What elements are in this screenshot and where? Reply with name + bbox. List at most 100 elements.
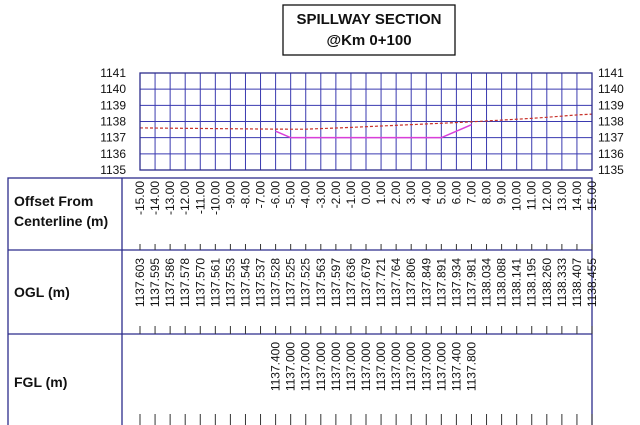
x-tick-label: -3.00 bbox=[314, 181, 328, 209]
y2-tick-label: 1139 bbox=[598, 98, 624, 112]
value-label: 1137.000 bbox=[404, 342, 418, 391]
y-tick-label: 1135 bbox=[100, 163, 126, 177]
value-label: 1138.034 bbox=[480, 258, 494, 307]
x-tick-label: 10.00 bbox=[510, 181, 524, 211]
value-label: 1137.000 bbox=[314, 342, 328, 391]
value-label: 1138.260 bbox=[540, 258, 554, 307]
value-label: 1137.000 bbox=[434, 342, 448, 391]
value-label: 1138.195 bbox=[525, 258, 539, 307]
value-label: 1137.595 bbox=[148, 258, 162, 307]
x-tick-label: 8.00 bbox=[480, 181, 494, 205]
row-label-text: Centerline (m) bbox=[14, 213, 108, 229]
x-tick-label: 12.00 bbox=[540, 181, 554, 211]
title-box bbox=[282, 4, 456, 56]
x-tick-label: 7.00 bbox=[464, 181, 478, 205]
row-label: FGL (m) bbox=[14, 374, 67, 390]
value-label: 1137.400 bbox=[269, 342, 283, 391]
row-label-text: Offset From bbox=[14, 193, 93, 209]
x-tick-label: 9.00 bbox=[495, 181, 509, 205]
x-tick-label: 13.00 bbox=[555, 181, 569, 211]
value-label: 1137.849 bbox=[419, 258, 433, 307]
x-tick-label: -14.00 bbox=[148, 181, 162, 215]
x-tick-label: -9.00 bbox=[223, 181, 237, 209]
x-tick-label: -15.00 bbox=[133, 181, 147, 215]
value-label: 1137.764 bbox=[389, 258, 403, 307]
value-label: 1137.000 bbox=[284, 342, 298, 391]
x-tick-label: -6.00 bbox=[269, 181, 283, 209]
x-tick-label: 1.00 bbox=[374, 181, 388, 205]
y2-tick-label: 1140 bbox=[598, 82, 624, 96]
value-label: 1137.525 bbox=[299, 258, 313, 307]
y2-tick-label: 1136 bbox=[598, 147, 624, 161]
y-tick-label: 1141 bbox=[100, 66, 126, 80]
chart-title: SPILLWAY SECTION bbox=[296, 11, 441, 28]
value-label: 1137.537 bbox=[254, 258, 268, 307]
x-tick-label: -13.00 bbox=[163, 181, 177, 215]
x-tick-label: 4.00 bbox=[419, 181, 433, 205]
value-label: 1137.586 bbox=[163, 258, 177, 307]
y-tick-label: 1136 bbox=[100, 147, 126, 161]
x-tick-label: -5.00 bbox=[284, 181, 298, 209]
value-label: 1137.934 bbox=[449, 258, 463, 307]
x-tick-label: 3.00 bbox=[404, 181, 418, 205]
y2-tick-label: 1141 bbox=[598, 66, 624, 80]
value-label: 1137.000 bbox=[299, 342, 313, 391]
row-label: Offset From Centerline (m) bbox=[14, 193, 108, 229]
y2-tick-label: 1137 bbox=[598, 131, 624, 145]
value-label: 1137.545 bbox=[238, 258, 252, 307]
chart-subtitle: @Km 0+100 bbox=[326, 32, 411, 49]
value-label: 1137.000 bbox=[389, 342, 403, 391]
value-label: 1137.597 bbox=[329, 258, 343, 307]
x-tick-label: 6.00 bbox=[449, 181, 463, 205]
x-tick-label: -12.00 bbox=[178, 181, 192, 215]
series-line bbox=[275, 124, 472, 139]
x-tick-label: -4.00 bbox=[299, 181, 313, 209]
value-label: 1137.000 bbox=[359, 342, 373, 391]
x-tick-label: -10.00 bbox=[208, 181, 222, 215]
series-line bbox=[139, 113, 593, 130]
y2-tick-label: 1135 bbox=[598, 163, 624, 177]
value-label: 1137.400 bbox=[449, 342, 463, 391]
value-label: 1138.333 bbox=[555, 258, 569, 307]
value-label: 1137.000 bbox=[374, 342, 388, 391]
x-tick-label: -1.00 bbox=[344, 181, 358, 209]
plot-frame bbox=[139, 72, 593, 171]
x-tick-label: 11.00 bbox=[525, 181, 539, 210]
value-label: 1137.000 bbox=[344, 342, 358, 391]
value-label: 1137.721 bbox=[374, 258, 388, 307]
y-tick-label: 1137 bbox=[100, 131, 126, 145]
x-tick-label: 14.00 bbox=[570, 181, 584, 211]
value-label: 1137.679 bbox=[359, 258, 373, 307]
value-label: 1137.806 bbox=[404, 258, 418, 307]
value-label: 1138.141 bbox=[510, 258, 524, 307]
x-tick-label: -2.00 bbox=[329, 181, 343, 209]
y-tick-label: 1139 bbox=[100, 98, 126, 112]
value-label: 1137.563 bbox=[314, 258, 328, 307]
value-label: 1137.528 bbox=[269, 258, 283, 307]
value-label: 1137.570 bbox=[193, 258, 207, 307]
x-tick-label: 5.00 bbox=[434, 181, 448, 205]
x-tick-label: 15.00 bbox=[585, 181, 599, 211]
y2-tick-label: 1138 bbox=[598, 115, 624, 129]
value-label: 1137.000 bbox=[329, 342, 343, 391]
x-tick-label: 2.00 bbox=[389, 181, 403, 205]
value-label: 1137.561 bbox=[208, 258, 222, 307]
value-label: 1137.891 bbox=[434, 258, 448, 307]
value-label: 1137.603 bbox=[133, 258, 147, 307]
value-label: 1137.553 bbox=[223, 258, 237, 307]
value-label: 1137.000 bbox=[419, 342, 433, 391]
x-tick-label: 0.00 bbox=[359, 181, 373, 205]
value-label: 1137.578 bbox=[178, 258, 192, 307]
value-label: 1137.525 bbox=[284, 258, 298, 307]
x-tick-label: -11.00 bbox=[193, 181, 207, 214]
value-label: 1137.800 bbox=[464, 342, 478, 391]
value-label: 1138.407 bbox=[570, 258, 584, 307]
value-label: 1138.088 bbox=[495, 258, 509, 307]
row-label: OGL (m) bbox=[14, 284, 70, 300]
value-label: 1138.455 bbox=[585, 258, 599, 307]
x-tick-label: -7.00 bbox=[254, 181, 268, 209]
value-label: 1137.981 bbox=[464, 258, 478, 307]
y-tick-label: 1140 bbox=[100, 82, 126, 96]
value-label: 1137.636 bbox=[344, 258, 358, 307]
